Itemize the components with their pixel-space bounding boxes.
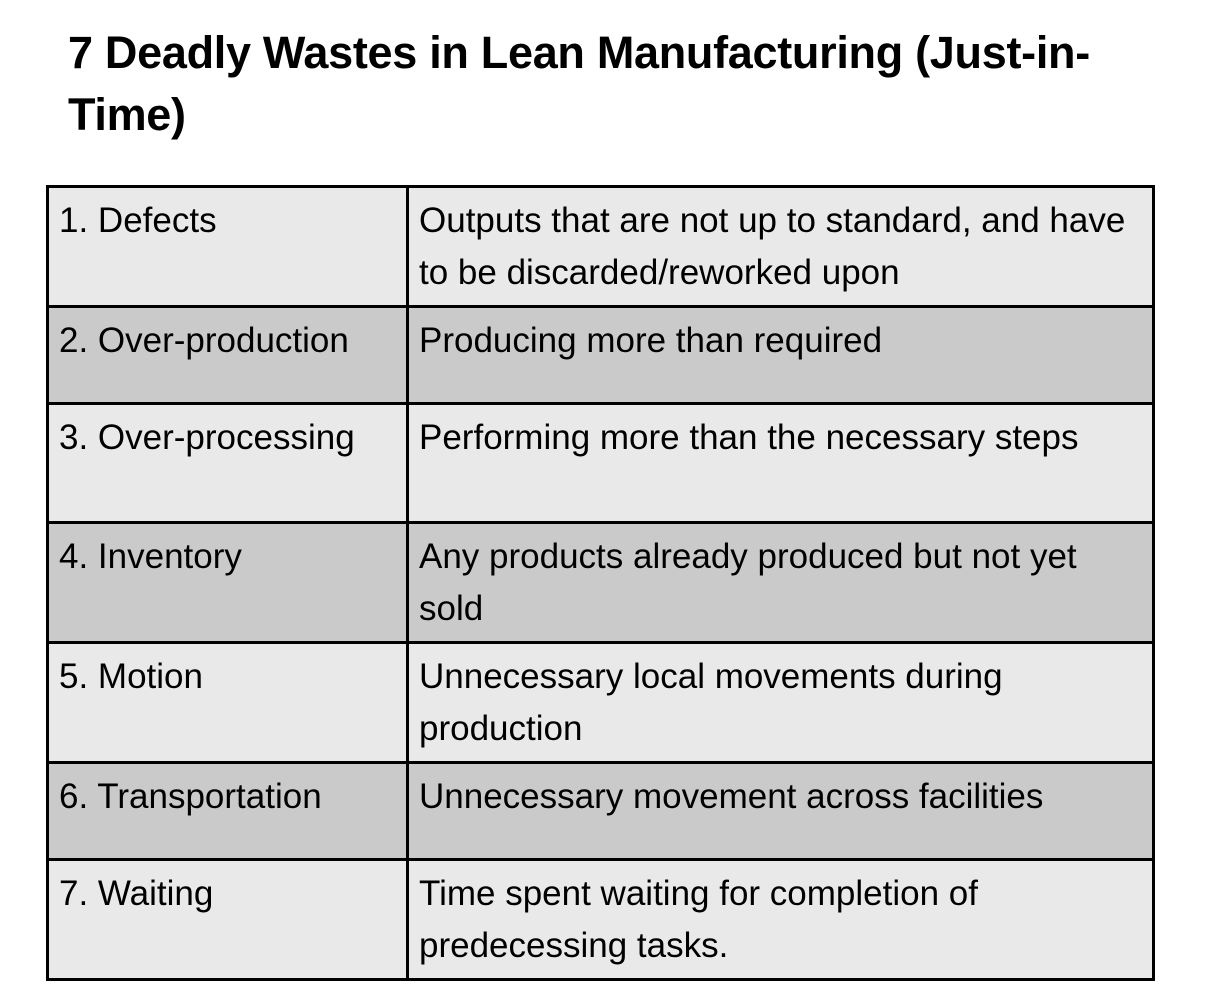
wastes-table: 1. Defects Outputs that are not up to st… <box>46 185 1155 981</box>
table-row: 5. Motion Unnecessary local movements du… <box>46 641 1155 764</box>
table-row: 4. Inventory Any products already produc… <box>46 521 1155 644</box>
waste-name-cell: 7. Waiting <box>46 858 409 981</box>
waste-description-cell: Producing more than required <box>406 305 1155 405</box>
table-row: 7. Waiting Time spent waiting for comple… <box>46 858 1155 981</box>
waste-description-cell: Outputs that are not up to standard, and… <box>406 185 1155 308</box>
waste-description-cell: Performing more than the necessary steps <box>406 402 1155 524</box>
waste-name-cell: 5. Motion <box>46 641 409 764</box>
waste-name-cell: 1. Defects <box>46 185 409 308</box>
page-title: 7 Deadly Wastes in Lean Manufacturing (J… <box>68 27 1090 140</box>
waste-description-cell: Time spent waiting for completion of pre… <box>406 858 1155 981</box>
waste-name-cell: 6. Transportation <box>46 761 409 861</box>
waste-name-cell: 3. Over-processing <box>46 402 409 524</box>
table-row: 1. Defects Outputs that are not up to st… <box>46 185 1155 308</box>
waste-name-cell: 4. Inventory <box>46 521 409 644</box>
table-row: 2. Over-production Producing more than r… <box>46 305 1155 405</box>
waste-description-cell: Any products already produced but not ye… <box>406 521 1155 644</box>
waste-description-cell: Unnecessary movement across facilities <box>406 761 1155 861</box>
waste-name-cell: 2. Over-production <box>46 305 409 405</box>
table-row: 3. Over-processing Performing more than … <box>46 402 1155 524</box>
table-row: 6. Transportation Unnecessary movement a… <box>46 761 1155 861</box>
waste-description-cell: Unnecessary local movements during produ… <box>406 641 1155 764</box>
